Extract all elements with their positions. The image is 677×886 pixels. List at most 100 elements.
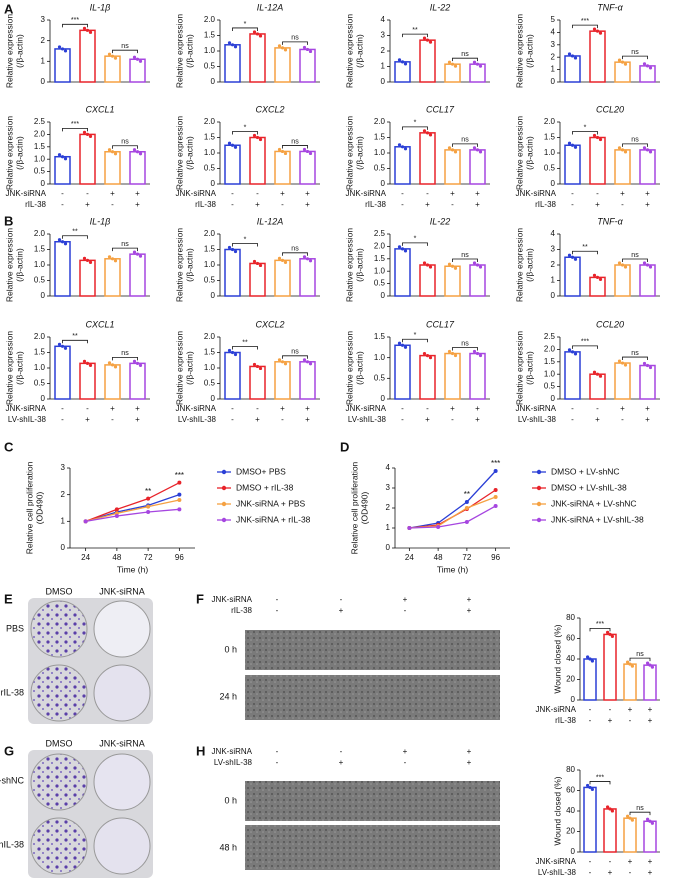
point (623, 150, 628, 154)
condition-sign: + (110, 404, 115, 413)
point (135, 57, 140, 61)
condition-sign: + (85, 200, 90, 209)
y-tick-label: 0.5 (34, 167, 46, 176)
sig-label: * (244, 21, 247, 28)
sig-bracket (629, 657, 651, 662)
point (132, 148, 137, 152)
sig-label: ns (461, 340, 469, 347)
chart-title: CXCL1 (85, 104, 114, 114)
y-tick-label: 3 (551, 40, 556, 49)
y-tick-label: 0.5 (544, 382, 556, 391)
bar (54, 241, 71, 297)
point (630, 664, 635, 668)
condition-sign: - (451, 415, 454, 424)
legend-label: DMSO+ PBS (236, 466, 286, 476)
legend-marker (536, 485, 542, 491)
point (114, 507, 119, 512)
bar (643, 664, 657, 701)
series-line (409, 489, 496, 529)
condition-sign: + (645, 404, 650, 413)
point (107, 52, 112, 56)
y-tick-label: 1.0 (544, 148, 556, 157)
point (428, 40, 433, 44)
sig-label: ** (242, 339, 248, 346)
colony-image (28, 750, 153, 878)
point (283, 260, 288, 264)
point (177, 507, 182, 512)
point (308, 362, 313, 366)
condition-name: JNK-siRNA (6, 404, 47, 413)
condition-name: LV-shIL-38 (538, 868, 577, 877)
y-tick-label: 80 (566, 613, 575, 622)
point (645, 64, 650, 68)
point (60, 155, 65, 159)
point (110, 150, 115, 154)
bar (639, 264, 656, 297)
condition-sign: - (629, 868, 632, 877)
sig-bracket (452, 143, 478, 147)
point (425, 354, 430, 358)
point (107, 255, 112, 259)
point (252, 362, 257, 367)
bar (564, 144, 581, 185)
sig-bracket (232, 131, 258, 135)
point (598, 277, 603, 281)
point (107, 361, 112, 365)
y-axis-label: Relative expression (174, 228, 184, 302)
y-tick-label: 1.0 (204, 46, 216, 55)
condition-sign: + (648, 868, 653, 877)
sig-label: *** (71, 17, 79, 24)
y-tick-label: 1.0 (544, 369, 556, 378)
chart-title: IL-1β (90, 2, 111, 12)
y-tick-label: 1.5 (374, 254, 386, 263)
y-tick-label: 0 (211, 394, 216, 403)
point (400, 247, 405, 251)
condition-sign: + (425, 200, 430, 209)
y-tick-label: 3 (551, 245, 556, 254)
point (573, 145, 578, 149)
condition-sign: - (401, 189, 404, 198)
chart-title: CCL20 (596, 319, 624, 329)
legend-marker (221, 517, 227, 523)
sig-bracket (112, 145, 138, 149)
chart-title: IL-22 (430, 216, 451, 226)
y-tick-label: 0 (381, 179, 386, 188)
bar (299, 258, 316, 297)
point (88, 363, 93, 367)
y-tick-label: 0 (551, 179, 556, 188)
sig-bracket (282, 252, 308, 256)
condition-sign: - (340, 595, 343, 604)
point (400, 145, 405, 149)
point (403, 345, 408, 349)
annotation: *** (175, 471, 184, 480)
sig-bracket (62, 128, 88, 132)
condition-name: JNK-siRNA (176, 404, 217, 413)
point (283, 151, 288, 156)
condition-sign: + (450, 404, 455, 413)
y-tick-label: 2.0 (34, 130, 46, 139)
y-tick-label: 2 (551, 260, 556, 269)
sig-label: * (414, 236, 417, 243)
y-tick-label: 0.5 (34, 276, 46, 285)
point (400, 60, 405, 64)
condition-sign: - (256, 404, 259, 413)
condition-sign: + (255, 415, 260, 424)
panel-letter: C (4, 439, 14, 454)
point (475, 62, 480, 66)
point (422, 36, 427, 40)
condition-sign: - (589, 868, 592, 877)
point (472, 261, 477, 265)
sig-label: ns (291, 349, 299, 356)
point (567, 52, 572, 56)
point (308, 151, 313, 156)
column-label: JNK-siRNA (99, 738, 145, 748)
point (252, 30, 257, 34)
condition-sign: - (231, 415, 234, 424)
point (283, 362, 288, 366)
sig-label: ns (121, 43, 129, 50)
point (620, 263, 625, 267)
sig-label: ns (636, 805, 644, 812)
legend-marker (536, 517, 542, 523)
point (177, 492, 182, 497)
point (230, 143, 235, 147)
